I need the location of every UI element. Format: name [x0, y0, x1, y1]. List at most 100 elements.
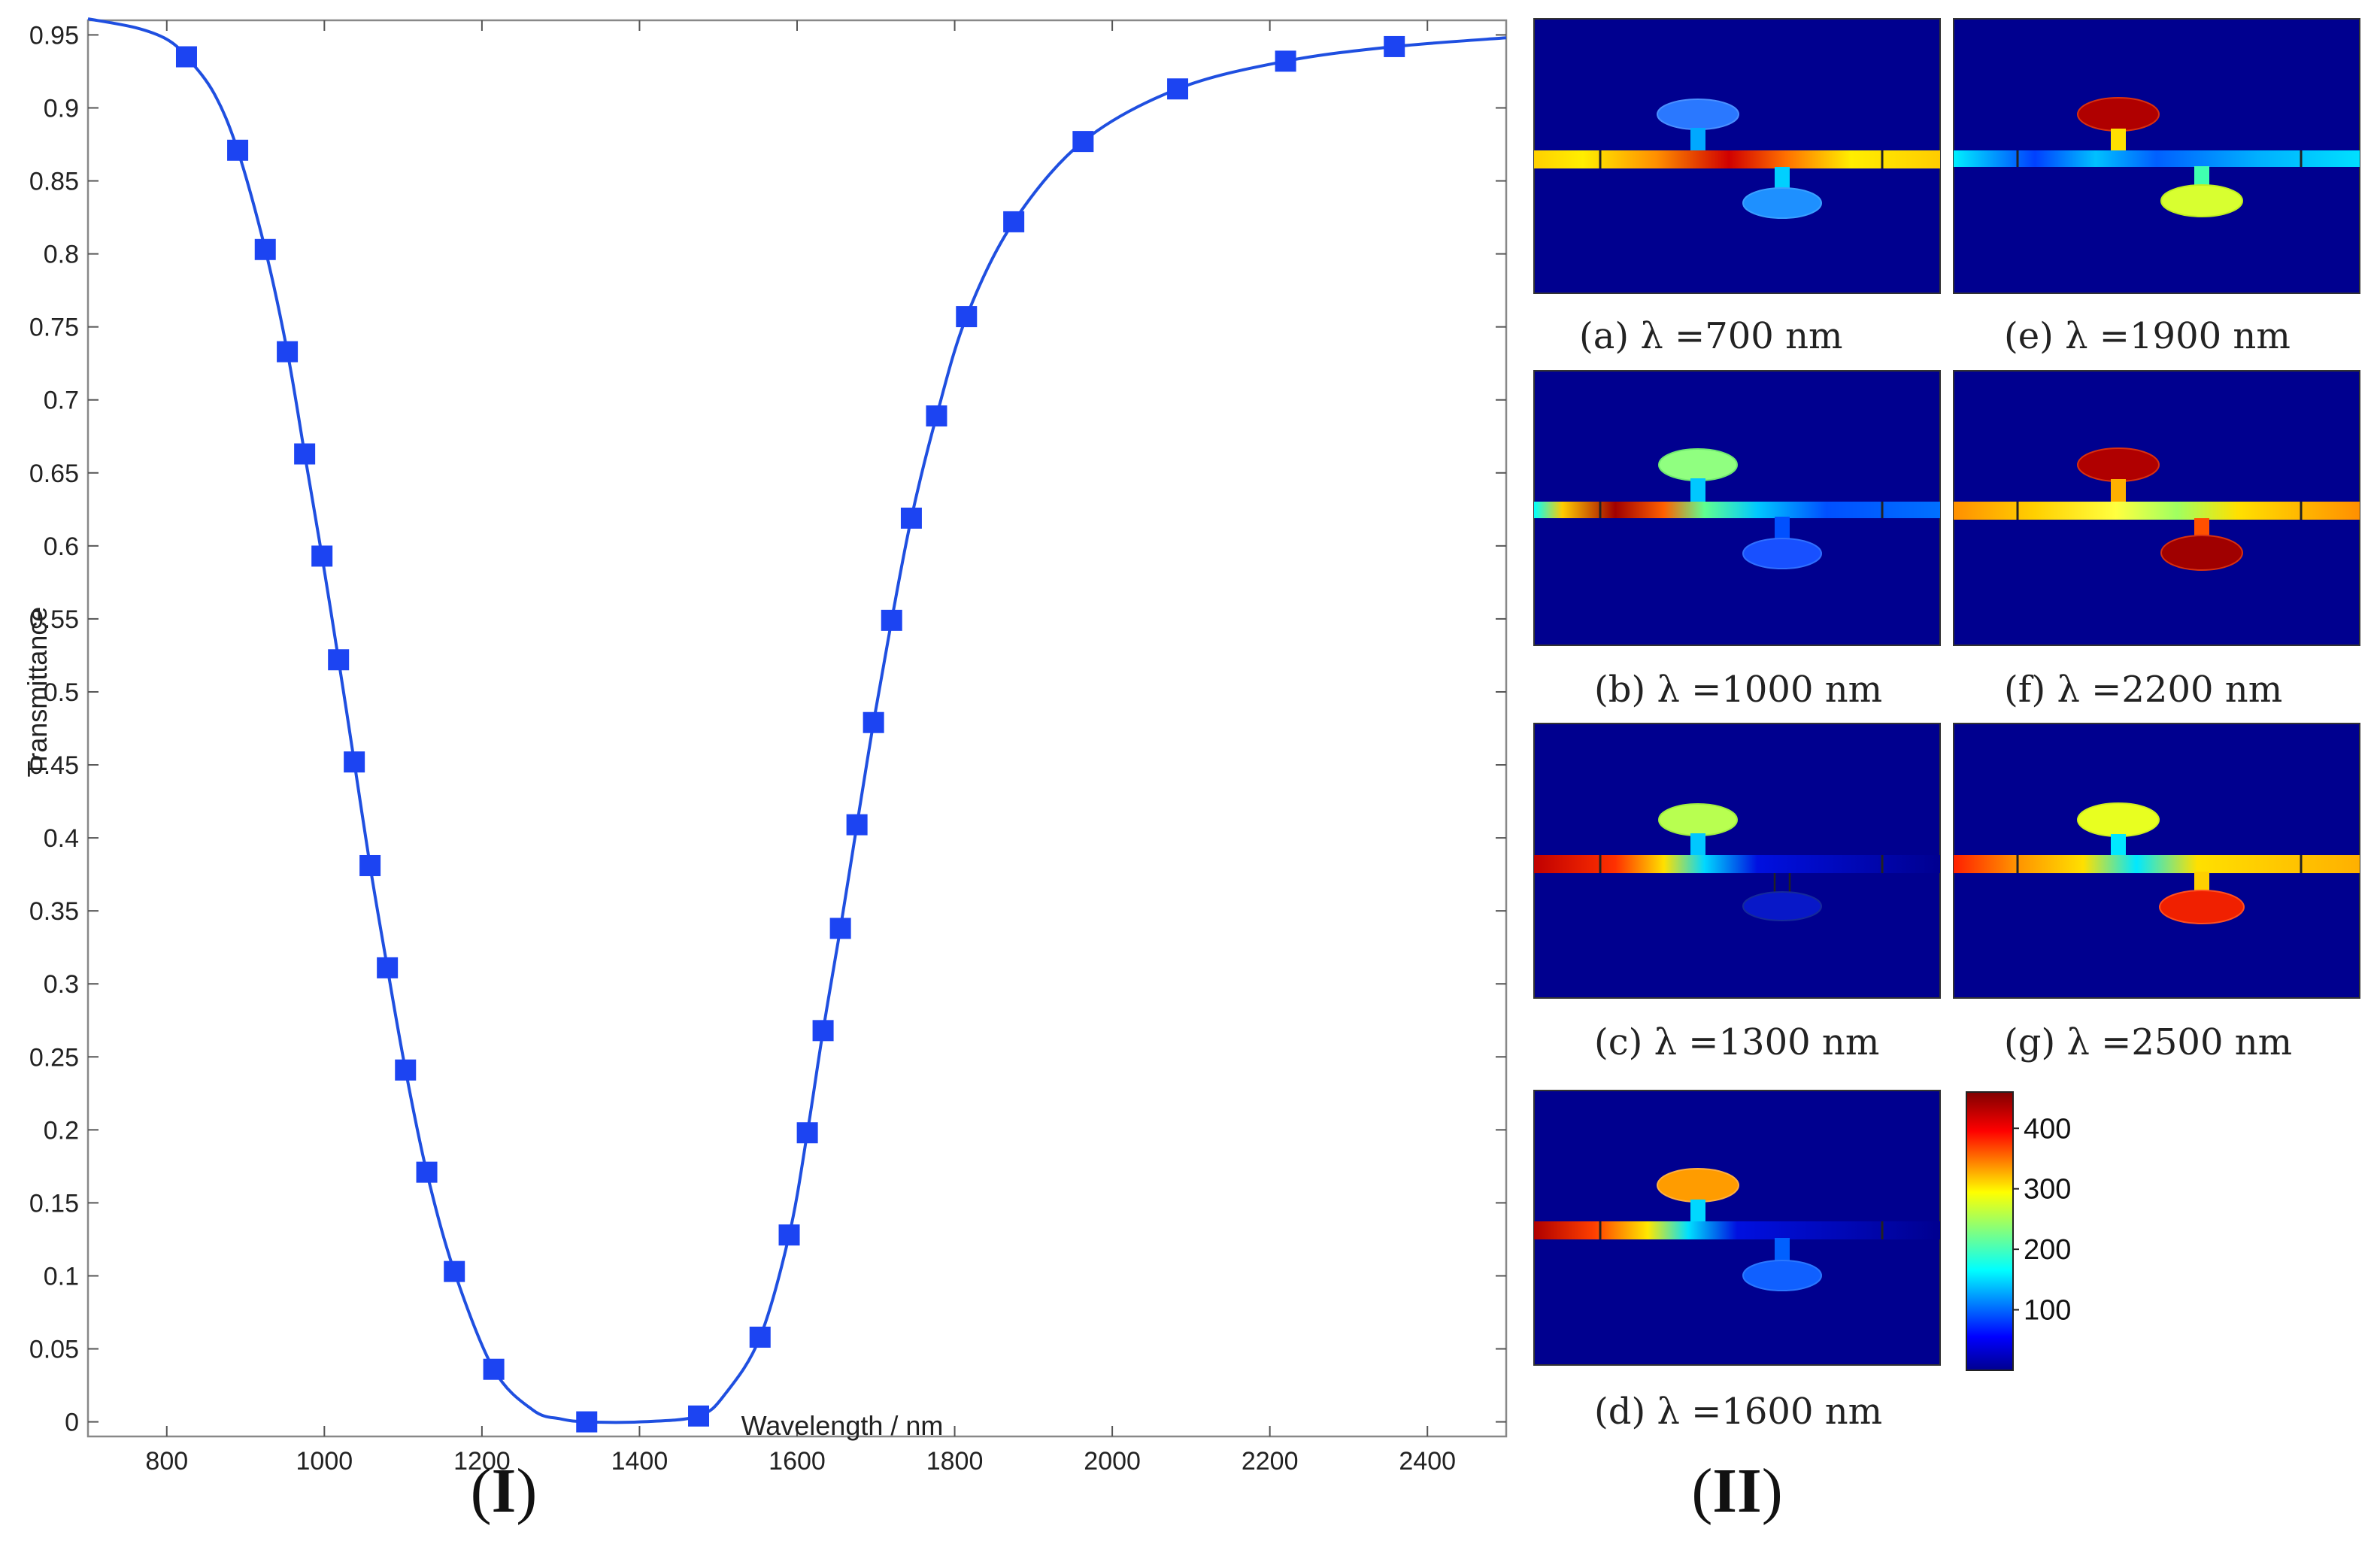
y-tick-label: 0.45 [29, 751, 79, 780]
data-markers [175, 35, 1405, 1433]
waveguide [1954, 502, 2360, 520]
field-map-c: (c) λ =1300 nm [1533, 723, 1941, 1063]
data-point [778, 1224, 800, 1246]
upper-resonator [1658, 803, 1738, 836]
x-tick-label: 800 [145, 1447, 188, 1476]
y-tick-label: 0.7 [44, 387, 79, 415]
plot-area [86, 19, 1508, 1438]
y-tick-label: 0.6 [44, 532, 79, 561]
data-point [1167, 78, 1189, 100]
y-tick-label: 0 [65, 1409, 79, 1437]
y-tick-label: 0.8 [44, 241, 79, 269]
x-tick-label: 1800 [926, 1447, 984, 1476]
x-axis-label: Wavelength / nm [741, 1410, 944, 1441]
lower-stub-outline [1773, 873, 1791, 893]
data-point [846, 814, 868, 836]
field-map-caption: (b) λ =1000 nm [1594, 669, 1882, 711]
lower-resonator [1742, 538, 1822, 569]
data-point [1003, 211, 1025, 232]
colorbar-tick-label: 100 [2024, 1295, 2071, 1327]
upper-stub [1690, 833, 1705, 856]
y-tick-label: 0.25 [29, 1043, 79, 1072]
upper-stub [1690, 1200, 1705, 1222]
y-tick-label: 0.15 [29, 1189, 79, 1218]
x-tick-label: 2000 [1084, 1447, 1141, 1476]
data-point [359, 854, 381, 876]
data-point [796, 1122, 818, 1144]
data-point [344, 751, 365, 773]
data-point [1072, 131, 1094, 153]
y-tick-label: 0.2 [44, 1116, 79, 1145]
data-point [227, 139, 249, 161]
data-point [881, 609, 902, 631]
x-tick-label: 2400 [1399, 1447, 1456, 1476]
data-point [576, 1411, 598, 1433]
data-point [444, 1260, 465, 1282]
waveguide [1534, 502, 1940, 518]
data-point [483, 1358, 505, 1380]
data-point [377, 957, 399, 978]
field-map-b: (b) λ =1000 nm [1533, 370, 1941, 711]
lower-resonator [1742, 1260, 1822, 1291]
upper-stub [2111, 129, 2126, 153]
x-tick-label: 1400 [611, 1447, 669, 1476]
y-tick-label: 0.05 [29, 1336, 79, 1364]
data-point [175, 46, 197, 68]
y-tick-label: 0.4 [44, 824, 79, 853]
lower-stub [1775, 517, 1790, 544]
upper-resonator [2077, 447, 2160, 482]
y-tick-label: 0.5 [44, 678, 79, 707]
waveguide [1534, 855, 1940, 873]
data-point [277, 341, 299, 362]
lower-resonator [2160, 535, 2243, 571]
data-point [311, 545, 333, 567]
x-tick-label: 2200 [1242, 1447, 1299, 1476]
upper-resonator [1658, 448, 1738, 481]
y-tick-label: 0.35 [29, 897, 79, 926]
colorbar-tick-label: 300 [2024, 1174, 2071, 1206]
lower-stub [1775, 167, 1790, 194]
y-tick-label: 0.9 [44, 94, 79, 123]
data-point [956, 306, 978, 328]
colorbar-gradient [1966, 1091, 2014, 1371]
y-tick-label: 0.85 [29, 168, 79, 196]
colorbar-tick-label: 200 [2024, 1234, 2071, 1266]
waveguide [1534, 1221, 1940, 1239]
x-tick-label: 1600 [769, 1447, 826, 1476]
field-map-d: (d) λ =1600 nm [1533, 1090, 1941, 1433]
data-point [1275, 50, 1296, 72]
waveguide [1534, 150, 1940, 168]
panel-label-left: (I) [471, 1456, 538, 1526]
field-map-f: (f) λ =2200 nm [1953, 370, 2360, 711]
data-point [254, 238, 276, 260]
waveguide [1954, 855, 2360, 873]
y-tick-label: 0.1 [44, 1262, 79, 1291]
y-axis-ticks: 0 0.05 0.1 0.15 0.2 0.25 0.3 0.35 0.4 0.45 0.5 0.55… [29, 21, 1506, 1437]
data-point [926, 405, 947, 427]
y-tick-label: 0.55 [29, 605, 79, 634]
upper-resonator [1657, 99, 1739, 130]
data-point [416, 1161, 438, 1183]
data-point [900, 507, 922, 529]
x-axis-ticks: 800 1000 1200 1400 1600 1800 2000 2200 2400 [145, 20, 1456, 1476]
lower-resonator [1742, 187, 1822, 219]
colorbar: 100 200 300 400 [1966, 1091, 2071, 1371]
data-point [395, 1059, 417, 1081]
waveguide [1954, 150, 2360, 167]
lower-resonator [2160, 184, 2243, 217]
upper-stub [1690, 478, 1705, 502]
field-map-caption: (d) λ =1600 nm [1594, 1391, 1882, 1433]
field-map-caption: (a) λ =700 nm [1579, 315, 1843, 357]
lower-resonator [2159, 890, 2245, 924]
upper-stub [1690, 128, 1705, 152]
lower-stub [1775, 1238, 1790, 1265]
field-map-caption: (g) λ =2500 nm [2004, 1021, 2292, 1063]
data-point [829, 918, 851, 939]
y-tick-label: 0.3 [44, 970, 79, 999]
upper-resonator [1657, 1168, 1739, 1203]
y-tick-label: 0.95 [29, 21, 79, 50]
data-point [863, 711, 884, 733]
y-tick-label: 0.75 [29, 314, 79, 342]
field-map-caption: (c) λ =1300 nm [1594, 1021, 1879, 1063]
